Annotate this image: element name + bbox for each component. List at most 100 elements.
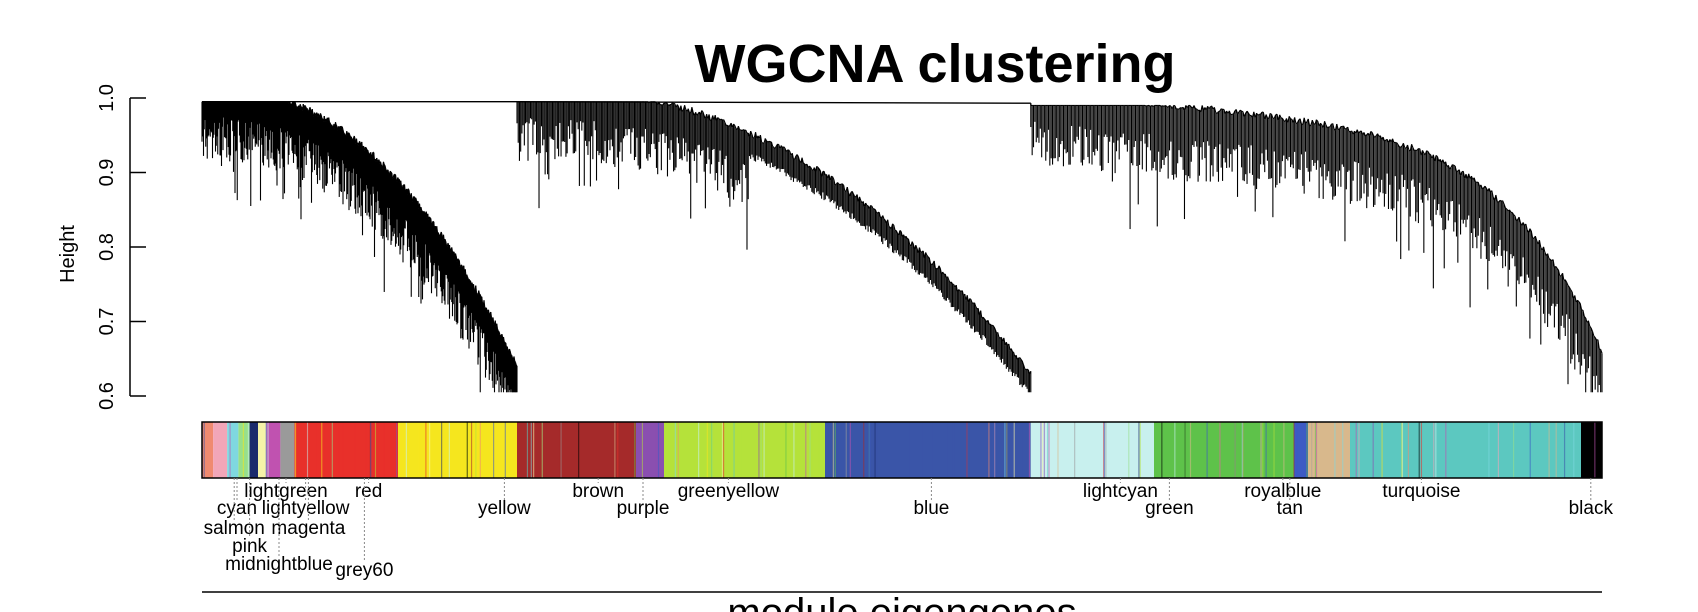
dendrogram-branch bbox=[997, 332, 1000, 338]
dendrogram-branch bbox=[1281, 117, 1285, 121]
module-color-stripe bbox=[374, 422, 377, 478]
module-color-stripe bbox=[1503, 422, 1505, 478]
module-color-stripe bbox=[331, 422, 333, 478]
dendrogram-branch bbox=[1277, 114, 1281, 121]
dendrogram-branch bbox=[350, 136, 353, 140]
module-color-stripe bbox=[1128, 422, 1130, 478]
module-color-stripe bbox=[1260, 422, 1262, 478]
module-color-stripe bbox=[1189, 422, 1192, 478]
module-color-stripe bbox=[342, 422, 344, 478]
dendrogram-branch bbox=[777, 143, 780, 146]
module-color-stripe bbox=[557, 422, 560, 478]
dendrogram-branch bbox=[852, 193, 856, 197]
module-color-stripe bbox=[321, 422, 323, 478]
dendrogram-branch bbox=[431, 222, 433, 225]
module-color-stripe bbox=[877, 422, 880, 478]
module-color-yellow bbox=[398, 422, 517, 478]
module-color-stripe bbox=[1013, 422, 1015, 478]
dendrogram-branch bbox=[511, 355, 514, 359]
dendrogram-branch bbox=[702, 111, 705, 116]
module-color-stripe bbox=[674, 422, 676, 478]
dendrogram-branch bbox=[1502, 200, 1505, 205]
dendrogram-branch bbox=[373, 152, 376, 161]
module-label-magenta: magenta bbox=[271, 518, 345, 539]
module-color-lightyellow bbox=[258, 422, 267, 478]
module-color-stripe bbox=[930, 422, 933, 478]
dendrogram-branch bbox=[1315, 119, 1319, 122]
dendrogram-branch bbox=[1239, 109, 1242, 112]
module-color-stripe bbox=[698, 422, 700, 478]
module-color-stripe bbox=[267, 422, 269, 478]
dendrogram-branch bbox=[1257, 113, 1260, 116]
dendrogram-branch bbox=[1171, 105, 1175, 109]
dendrogram-branch bbox=[321, 117, 324, 120]
module-color-stripe bbox=[1437, 422, 1439, 478]
dendrogram-branch bbox=[1503, 203, 1506, 209]
module-color-stripe bbox=[1420, 422, 1423, 478]
dendrogram-branch bbox=[745, 129, 748, 134]
module-color-stripe bbox=[1080, 422, 1083, 478]
module-color-stripe bbox=[229, 422, 231, 478]
module-color-stripe bbox=[286, 422, 288, 478]
module-color-stripe bbox=[227, 422, 230, 478]
dendrogram-branch bbox=[383, 164, 386, 166]
module-color-stripe bbox=[1040, 422, 1042, 478]
x-axis-label: module eigengenes bbox=[727, 591, 1076, 612]
module-color-stripe bbox=[1006, 422, 1008, 478]
dendrogram-branch bbox=[849, 192, 852, 197]
dendrogram-branch bbox=[814, 166, 818, 172]
dendrogram-branch bbox=[1468, 173, 1471, 179]
dendrogram-branch bbox=[365, 146, 367, 149]
dendrogram-branch bbox=[1547, 253, 1550, 259]
dendrogram-branch bbox=[1516, 219, 1518, 221]
module-color-stripe bbox=[733, 422, 735, 478]
dendrogram-branch bbox=[992, 324, 995, 328]
dendrogram-branch bbox=[1336, 123, 1339, 130]
dendrogram-branch bbox=[1396, 142, 1399, 145]
y-tick-label: 0.8 bbox=[96, 233, 118, 261]
dendrogram-branch bbox=[429, 217, 432, 219]
module-color-stripe bbox=[1036, 422, 1038, 478]
dendrogram-branch bbox=[1552, 259, 1555, 268]
module-color-red bbox=[294, 422, 398, 478]
dendrogram-branch bbox=[1368, 131, 1372, 136]
module-color-stripe bbox=[873, 422, 875, 478]
module-color-stripe bbox=[1042, 422, 1044, 478]
module-color-stripe bbox=[642, 422, 645, 478]
module-color-stripe bbox=[922, 422, 924, 478]
dendrogram-branch bbox=[1578, 301, 1581, 304]
dendrogram-branch bbox=[1549, 259, 1553, 262]
dendrogram-branch bbox=[1538, 240, 1542, 248]
module-color-stripe bbox=[1418, 422, 1420, 478]
module-color-stripe bbox=[545, 422, 547, 478]
dendrogram-branch bbox=[392, 174, 395, 178]
module-labels: lightgreen red brown greenyellow lightcyan ro… bbox=[204, 478, 1613, 581]
module-color-stripe bbox=[442, 422, 444, 478]
dendrogram-branch bbox=[340, 125, 342, 128]
module-label-lightgreen: lightgreen bbox=[244, 481, 327, 502]
dendrogram-branch bbox=[334, 122, 337, 126]
dendrogram-branch bbox=[1577, 299, 1580, 303]
dendrogram-branch bbox=[1273, 114, 1277, 119]
dendrogram-branch bbox=[1436, 156, 1440, 162]
dendrogram-branch bbox=[1409, 144, 1413, 152]
module-color-stripe bbox=[265, 422, 267, 478]
module-color-stripe bbox=[1139, 422, 1141, 478]
dendrogram-branch bbox=[993, 326, 996, 330]
dendrogram-branch bbox=[1513, 214, 1516, 217]
dendrogram-branch bbox=[1247, 112, 1251, 116]
dendrogram-branch bbox=[341, 126, 344, 130]
dendrogram-branch bbox=[907, 238, 911, 245]
module-color-stripe bbox=[809, 422, 811, 478]
dendrogram-branch bbox=[719, 118, 722, 121]
module-color-royalblue bbox=[1294, 422, 1308, 478]
module-color-stripe bbox=[546, 422, 548, 478]
dendrogram-branch bbox=[1557, 270, 1561, 277]
dendrogram-branch bbox=[933, 260, 936, 269]
dendrogram-branch bbox=[837, 182, 840, 185]
dendrogram-branch bbox=[294, 101, 297, 105]
dendrogram-branch bbox=[759, 134, 763, 143]
dendrogram-branch bbox=[987, 320, 990, 325]
dendrogram-branch bbox=[780, 145, 783, 148]
module-color-stripe bbox=[1283, 422, 1285, 478]
